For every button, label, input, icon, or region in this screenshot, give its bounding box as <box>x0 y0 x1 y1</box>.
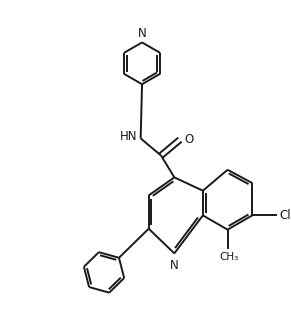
Text: Cl: Cl <box>279 209 290 222</box>
Text: N: N <box>170 259 179 272</box>
Text: N: N <box>138 26 146 40</box>
Text: HN: HN <box>120 130 138 143</box>
Text: CH₃: CH₃ <box>220 253 239 262</box>
Text: O: O <box>185 133 194 146</box>
